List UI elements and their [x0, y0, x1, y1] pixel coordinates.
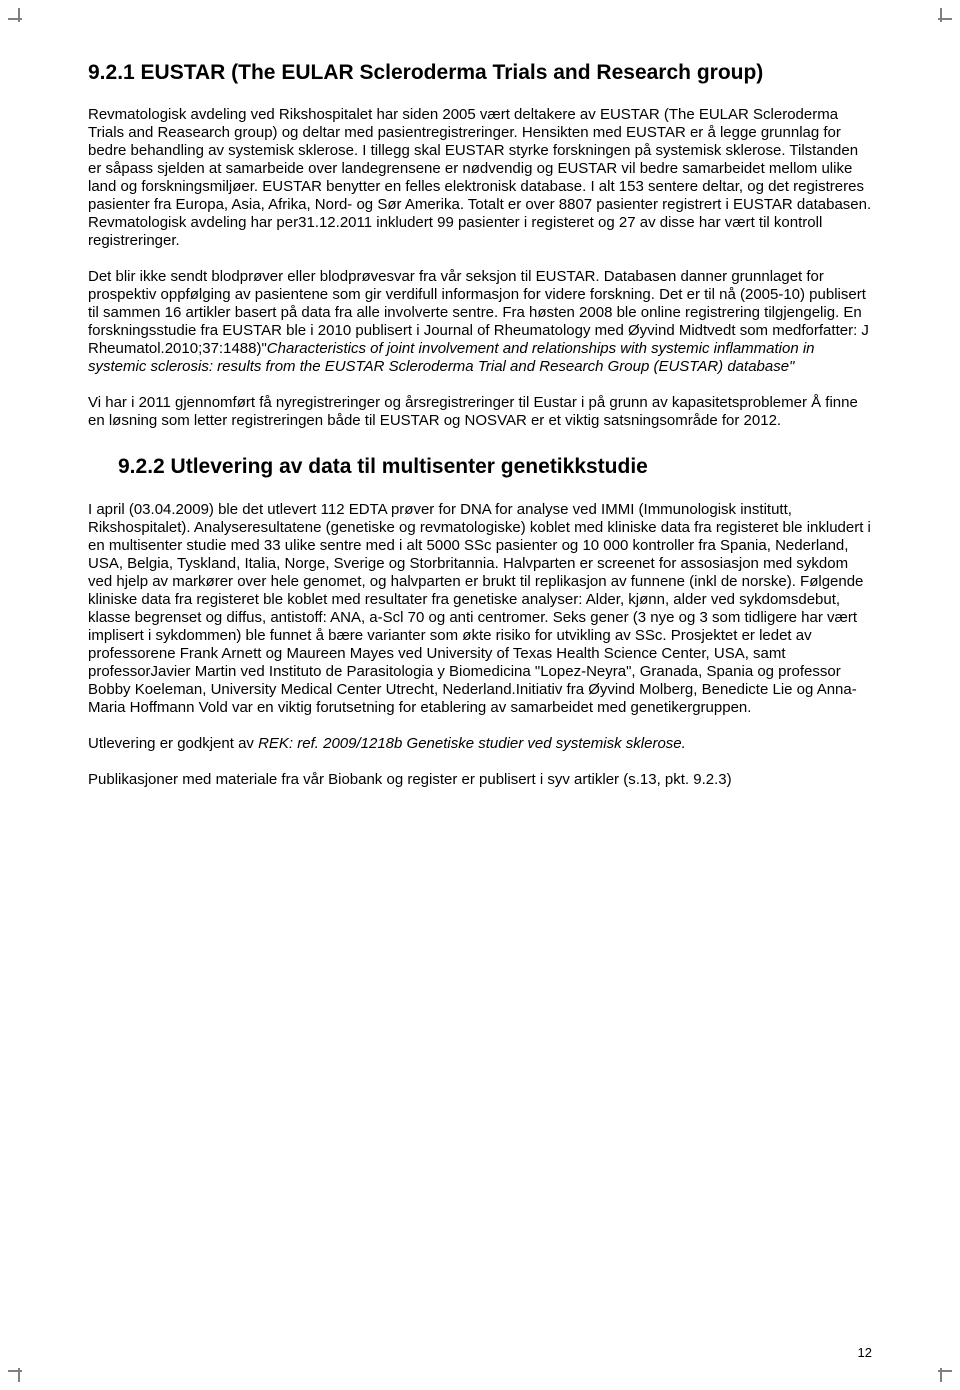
section-heading-921: 9.2.1 EUSTAR (The EULAR Scleroderma Tria… [88, 60, 872, 86]
paragraph-6: Publikasjoner med materiale fra vår Biob… [88, 771, 872, 789]
para5-ref-italic: REK: ref. 2009/1218b Genetiske studier v… [258, 735, 686, 752]
para2-text-a: Det blir ikke sendt blodprøver eller blo… [88, 268, 866, 321]
page-number: 12 [858, 1345, 872, 1360]
paragraph-5: Utlevering er godkjent av REK: ref. 2009… [88, 735, 872, 753]
section-heading-922: 9.2.2 Utlevering av data til multisenter… [118, 454, 872, 480]
para5-text: Utlevering er godkjent av [88, 735, 258, 752]
paragraph-4: I april (03.04.2009) ble det utlevert 11… [88, 501, 872, 717]
paragraph-2: Det blir ikke sendt blodprøver eller blo… [88, 268, 872, 376]
paragraph-3: Vi har i 2011 gjennomført få nyregistrer… [88, 394, 872, 430]
paragraph-1: Revmatologisk avdeling ved Rikshospitale… [88, 106, 872, 250]
